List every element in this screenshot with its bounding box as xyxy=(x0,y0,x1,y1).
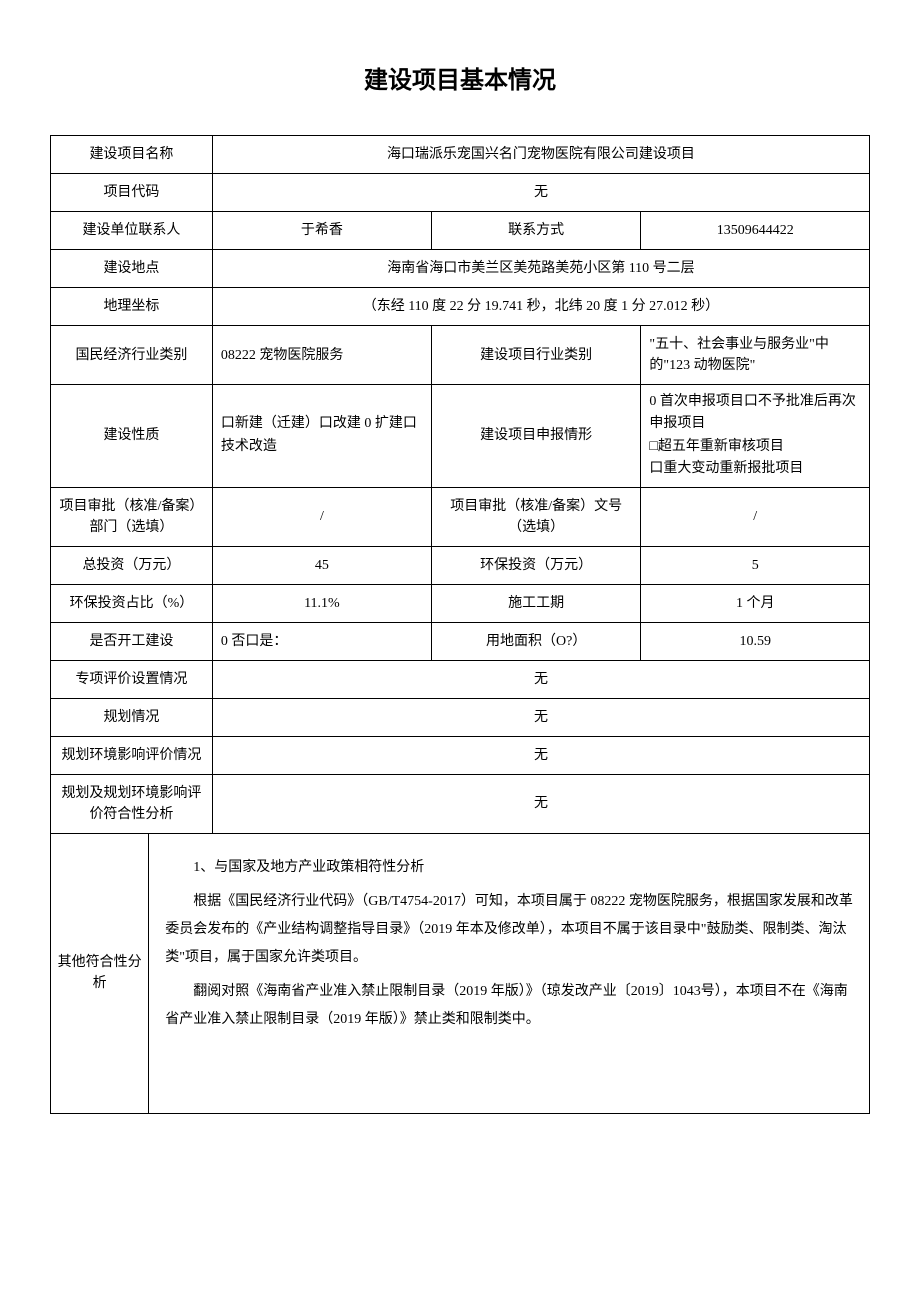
table-row: 规划环境影响评价情况 无 xyxy=(51,736,870,774)
special-eval-value: 无 xyxy=(212,660,869,698)
approval-no-value: / xyxy=(641,487,870,546)
project-info-table: 建设项目名称 海口瑞派乐宠国兴名门宠物医院有限公司建设项目 项目代码 无 建设单… xyxy=(50,135,870,834)
table-row: 环保投资占比（%） 11.1% 施工工期 1 个月 xyxy=(51,584,870,622)
industry-class-label: 国民经济行业类别 xyxy=(51,326,213,385)
table-row: 规划情况 无 xyxy=(51,698,870,736)
table-row: 建设地点 海南省海口市美兰区美苑路美苑小区第 110 号二层 xyxy=(51,250,870,288)
special-eval-label: 专项评价设置情况 xyxy=(51,660,213,698)
env-ratio-value: 11.1% xyxy=(212,584,431,622)
planning-comp-value: 无 xyxy=(212,774,869,833)
table-row: 规划及规划环境影响评价符合性分析 无 xyxy=(51,774,870,833)
table-row: 专项评价设置情况 无 xyxy=(51,660,870,698)
analysis-paragraph: 翻阅对照《海南省产业准入禁止限制目录（2019 年版）》（琼发改产业〔2019〕… xyxy=(165,978,853,1034)
project-industry-label: 建设项目行业类别 xyxy=(431,326,641,385)
table-row: 建设项目名称 海口瑞派乐宠国兴名门宠物医院有限公司建设项目 xyxy=(51,136,870,174)
area-label: 用地面积（O?） xyxy=(431,622,641,660)
nature-value: 口新建（迁建）口改建 0 扩建口技术改造 xyxy=(212,385,431,488)
planning-env-label: 规划环境影响评价情况 xyxy=(51,736,213,774)
table-row: 总投资（万元） 45 环保投资（万元） 5 xyxy=(51,546,870,584)
planning-env-value: 无 xyxy=(212,736,869,774)
table-row: 项目审批（核准/备案）部门（选填） / 项目审批（核准/备案）文号（选填） / xyxy=(51,487,870,546)
area-value: 10.59 xyxy=(641,622,870,660)
started-label: 是否开工建设 xyxy=(51,622,213,660)
planning-value: 无 xyxy=(212,698,869,736)
industry-class-value: 08222 宠物医院服务 xyxy=(212,326,431,385)
analysis-paragraph: 1、与国家及地方产业政策相符性分析 xyxy=(165,854,853,882)
project-industry-value: "五十、社会事业与服务业"中的"123 动物医院" xyxy=(641,326,870,385)
table-row: 其他符合性分析 1、与国家及地方产业政策相符性分析 根据《国民经济行业代码》（G… xyxy=(51,834,870,1114)
contact-method-label: 联系方式 xyxy=(431,212,641,250)
duration-value: 1 个月 xyxy=(641,584,870,622)
page-title: 建设项目基本情况 xyxy=(50,60,870,95)
table-row: 建设单位联系人 于希香 联系方式 13509644422 xyxy=(51,212,870,250)
planning-comp-label: 规划及规划环境影响评价符合性分析 xyxy=(51,774,213,833)
approval-dept-value: / xyxy=(212,487,431,546)
duration-label: 施工工期 xyxy=(431,584,641,622)
started-value: 0 否口是： xyxy=(212,622,431,660)
table-row: 项目代码 无 xyxy=(51,174,870,212)
project-name-label: 建设项目名称 xyxy=(51,136,213,174)
location-label: 建设地点 xyxy=(51,250,213,288)
analysis-table: 其他符合性分析 1、与国家及地方产业政策相符性分析 根据《国民经济行业代码》（G… xyxy=(50,834,870,1115)
contact-person-label: 建设单位联系人 xyxy=(51,212,213,250)
project-name-value: 海口瑞派乐宠国兴名门宠物医院有限公司建设项目 xyxy=(212,136,869,174)
table-row: 地理坐标 （东经 110 度 22 分 19.741 秒，北纬 20 度 1 分… xyxy=(51,288,870,326)
analysis-paragraph: 根据《国民经济行业代码》（GB/T4754-2017）可知，本项目属于 0822… xyxy=(165,888,853,972)
declare-value: 0 首次申报项目口不予批准后再次申报项目 □超五年重新审核项目 口重大变动重新报… xyxy=(641,385,870,488)
table-row: 是否开工建设 0 否口是： 用地面积（O?） 10.59 xyxy=(51,622,870,660)
declare-label: 建设项目申报情形 xyxy=(431,385,641,488)
table-row: 国民经济行业类别 08222 宠物医院服务 建设项目行业类别 "五十、社会事业与… xyxy=(51,326,870,385)
nature-label: 建设性质 xyxy=(51,385,213,488)
planning-label: 规划情况 xyxy=(51,698,213,736)
other-comp-value: 1、与国家及地方产业政策相符性分析 根据《国民经济行业代码》（GB/T4754-… xyxy=(149,834,870,1114)
total-invest-label: 总投资（万元） xyxy=(51,546,213,584)
table-row: 建设性质 口新建（迁建）口改建 0 扩建口技术改造 建设项目申报情形 0 首次申… xyxy=(51,385,870,488)
contact-method-value: 13509644422 xyxy=(641,212,870,250)
env-invest-label: 环保投资（万元） xyxy=(431,546,641,584)
env-invest-value: 5 xyxy=(641,546,870,584)
contact-person-value: 于希香 xyxy=(212,212,431,250)
location-value: 海南省海口市美兰区美苑路美苑小区第 110 号二层 xyxy=(212,250,869,288)
env-ratio-label: 环保投资占比（%） xyxy=(51,584,213,622)
approval-no-label: 项目审批（核准/备案）文号（选填） xyxy=(431,487,641,546)
coords-value: （东经 110 度 22 分 19.741 秒，北纬 20 度 1 分 27.0… xyxy=(212,288,869,326)
coords-label: 地理坐标 xyxy=(51,288,213,326)
project-code-value: 无 xyxy=(212,174,869,212)
other-comp-label: 其他符合性分析 xyxy=(51,834,149,1114)
project-code-label: 项目代码 xyxy=(51,174,213,212)
total-invest-value: 45 xyxy=(212,546,431,584)
approval-dept-label: 项目审批（核准/备案）部门（选填） xyxy=(51,487,213,546)
